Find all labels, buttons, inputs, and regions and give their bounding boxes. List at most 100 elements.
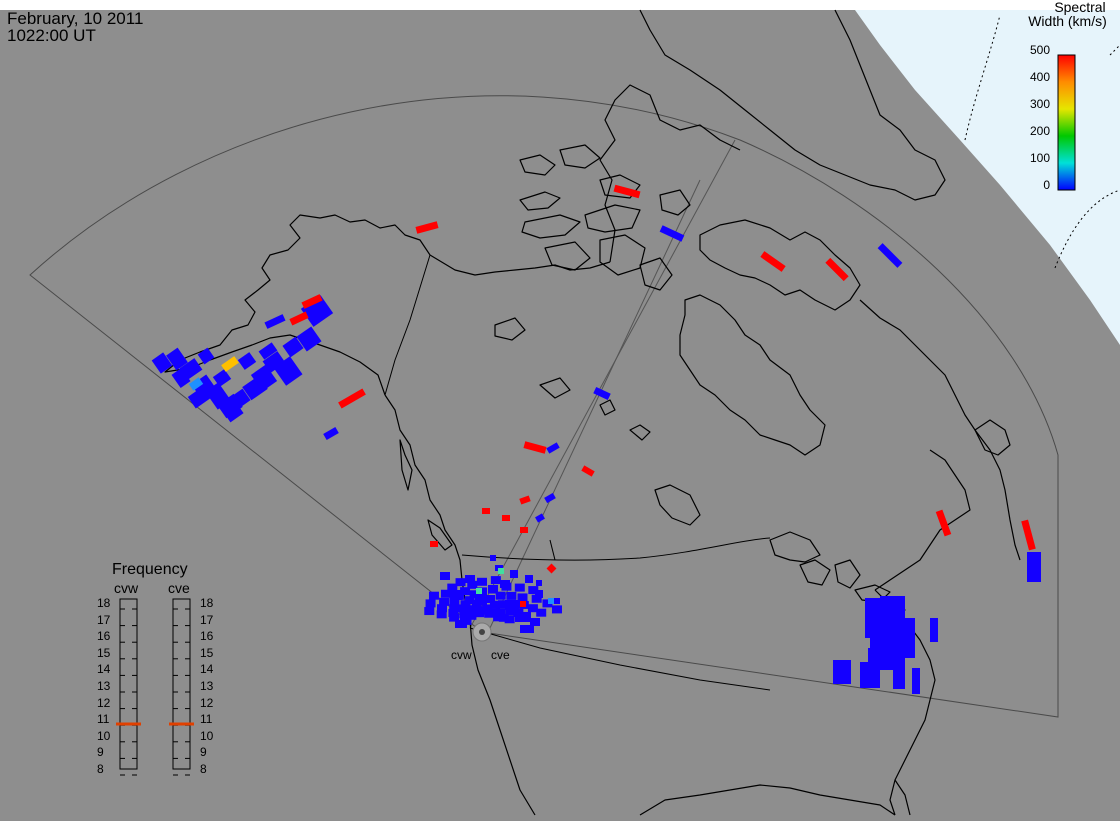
backscatter-cell — [593, 386, 611, 401]
backscatter-cell — [151, 352, 173, 374]
backscatter-cell — [258, 342, 278, 360]
backscatter-cell — [912, 668, 920, 694]
frequency-label-right: 12 — [200, 695, 214, 710]
backscatter-cell — [455, 620, 467, 628]
backscatter-cell — [488, 585, 498, 593]
backscatter-cell — [542, 599, 553, 608]
radar-beam-line-1 — [469, 139, 736, 629]
backscatter-cell — [460, 605, 470, 615]
frequency-label-left: 18 — [97, 596, 111, 610]
frequency-label-left: 16 — [97, 629, 111, 644]
polar-cap-region — [855, 10, 1120, 345]
frequency-label-right: 18 — [200, 596, 214, 610]
frequency-label-right: 13 — [200, 679, 214, 693]
backscatter-cell — [530, 618, 540, 626]
radar-label-cve: cve — [491, 648, 510, 662]
backscatter-cell — [505, 600, 519, 610]
frequency-label-right: 15 — [200, 645, 214, 660]
backscatter-cell — [250, 364, 278, 392]
backscatter-cell — [449, 597, 460, 606]
backscatter-cell — [520, 601, 526, 607]
backscatter-cell — [489, 600, 500, 609]
backscatter-cell — [1021, 519, 1036, 551]
backscatter-cell — [877, 243, 903, 268]
backscatter-cell — [860, 662, 880, 688]
backscatter-cell — [166, 347, 188, 371]
backscatter-cell — [498, 613, 509, 622]
backscatter-cell — [477, 577, 487, 586]
backscatter-cell — [323, 426, 339, 441]
frequency-label-left: 11 — [97, 712, 110, 727]
backscatter-cell — [424, 607, 435, 616]
latitude-circle-dotted-3 — [1109, 44, 1120, 56]
latitude-circle-dotted — [964, 14, 1001, 141]
colorbar-tick: 300 — [1029, 97, 1050, 111]
backscatter-cell — [301, 294, 323, 309]
frequency-label-left: 9 — [97, 745, 104, 760]
backscatter-cell — [760, 251, 786, 272]
backscatter-cell — [498, 568, 504, 574]
backscatter-cell — [221, 356, 239, 372]
backscatter-cell — [449, 613, 460, 622]
backscatter-cell — [300, 295, 334, 327]
backscatter-cell — [517, 593, 528, 602]
political-boundaries — [384, 254, 771, 691]
backscatter-cell — [581, 465, 595, 477]
backscatter-cell — [430, 541, 438, 547]
backscatter-cell — [212, 369, 232, 387]
frequency-title: Frequency — [112, 561, 188, 578]
colorbar-tick: 100 — [1029, 151, 1050, 165]
backscatter-cell — [930, 618, 938, 642]
backscatter-cell — [477, 606, 487, 615]
backscatter-cell — [440, 572, 450, 580]
backscatter-cell — [490, 555, 496, 561]
backscatter-cell — [613, 184, 641, 199]
backscatter-cell — [498, 600, 508, 609]
radar-fov-outline — [29, 95, 1059, 718]
frequency-label-right: 17 — [200, 612, 214, 627]
backscatter-cell — [536, 608, 547, 617]
backscatter-cell — [825, 257, 849, 282]
radar-label-cvw: cvw — [451, 648, 472, 662]
backscatter-cell — [1027, 552, 1041, 582]
colorbar-tick: 200 — [1029, 124, 1050, 138]
backscatter-cell — [500, 580, 510, 588]
coastlines — [164, 9, 1021, 816]
backscatter-cell — [282, 336, 304, 358]
backscatter-cell — [523, 441, 547, 454]
backscatter-cell — [428, 591, 439, 600]
backscatter-cell — [449, 604, 460, 613]
frequency-label-left: 13 — [97, 679, 111, 693]
backscatter-cell — [535, 513, 545, 523]
frequency-label-right: 14 — [200, 662, 214, 677]
backscatter-cell — [893, 665, 905, 689]
backscatter-cell — [469, 590, 480, 599]
backscatter-cell — [237, 352, 257, 370]
date-label: February, 10 2011 — [7, 9, 144, 28]
backscatter-cell — [482, 604, 493, 613]
backscatter-cell — [262, 351, 286, 373]
backscatter-cell — [197, 347, 215, 365]
backscatter-cell — [833, 660, 851, 684]
backscatter-cell — [527, 604, 538, 613]
backscatter-cell — [440, 589, 451, 598]
backscatter-cell — [447, 583, 458, 592]
frequency-label-left: 17 — [97, 612, 111, 627]
frequency-scale-cve — [172, 598, 191, 770]
latitude-circle-dotted-2 — [1054, 189, 1120, 269]
backscatter-cell — [520, 527, 528, 533]
backscatter-cell — [935, 509, 952, 537]
frequency-label-left: 14 — [97, 662, 111, 677]
backscatter-cell — [439, 597, 450, 606]
backscatter-cell — [469, 605, 480, 614]
backscatter-cell — [467, 580, 478, 589]
backscatter-cell — [188, 377, 204, 391]
backscatter-cell — [489, 608, 500, 617]
backscatter-cell — [273, 356, 303, 386]
frequency-label-right: 8 — [200, 762, 207, 776]
radar-site-center — [479, 629, 485, 635]
colorbar-tick: 500 — [1029, 43, 1050, 57]
backscatter-cell — [415, 221, 439, 234]
time-label: 1022:00 UT — [7, 26, 96, 45]
